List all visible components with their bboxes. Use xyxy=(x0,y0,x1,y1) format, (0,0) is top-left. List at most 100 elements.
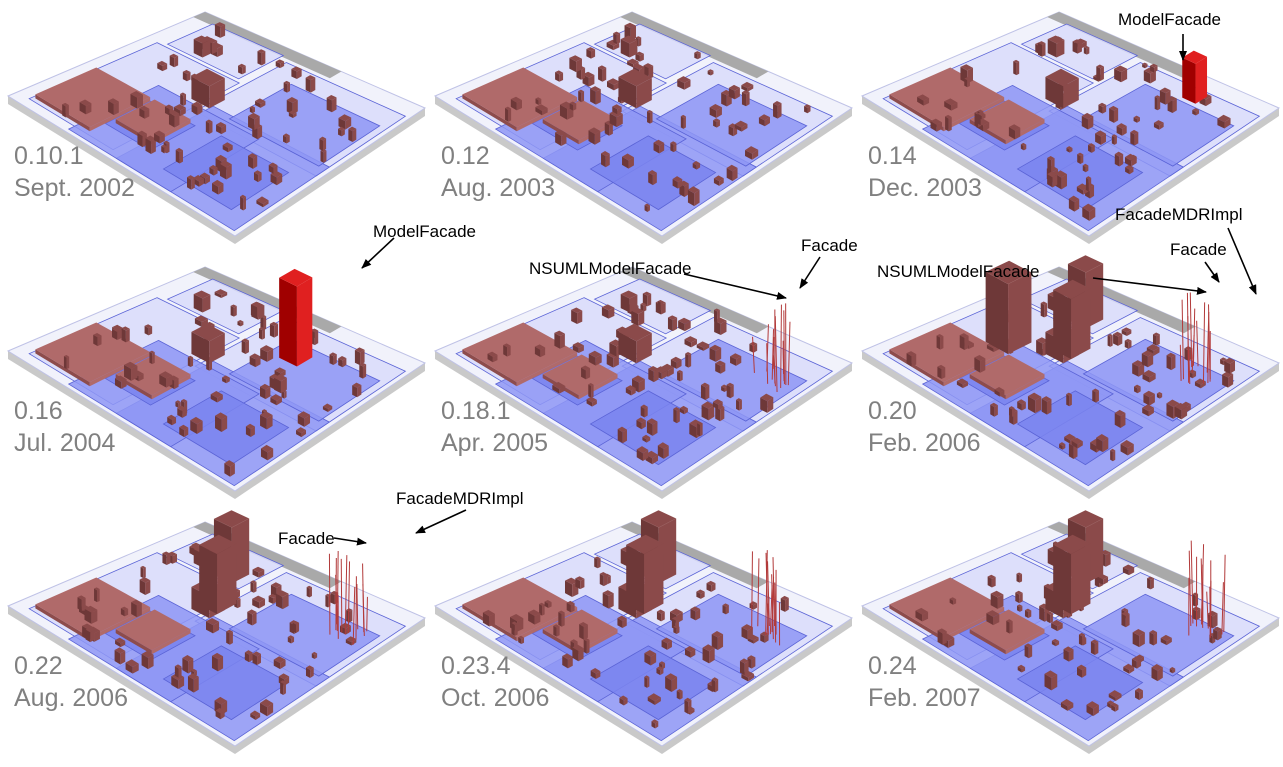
class-box-top xyxy=(346,608,353,612)
class-box-side xyxy=(187,357,191,367)
class-box-side2 xyxy=(638,379,645,393)
class-box-side2 xyxy=(764,117,770,127)
version-label: 0.12 xyxy=(441,142,490,170)
class-box-side xyxy=(260,448,268,461)
class-box-side xyxy=(1096,437,1103,453)
class-box-side2 xyxy=(121,379,127,389)
class-box-top xyxy=(1141,350,1154,357)
class-box-side2 xyxy=(807,105,811,114)
class-box-side2 xyxy=(323,150,327,163)
class-box-top xyxy=(93,333,102,338)
class-box-top xyxy=(210,390,223,398)
class-box-side2 xyxy=(1052,174,1058,188)
class-box-side xyxy=(252,569,259,578)
class-box-side xyxy=(617,429,623,444)
class-box-top xyxy=(760,631,769,637)
class-box-top xyxy=(959,333,969,338)
class-box-side xyxy=(665,676,672,692)
class-box-side xyxy=(63,356,67,370)
facade-spike xyxy=(352,586,356,645)
class-box-top xyxy=(250,301,263,308)
class-box-top xyxy=(1121,608,1129,612)
class-box-top xyxy=(544,599,552,604)
class-box-top xyxy=(1015,590,1023,595)
class-box-side2 xyxy=(716,107,722,119)
class-box-top xyxy=(1116,123,1127,129)
class-box-side xyxy=(182,71,187,82)
class-box-side2 xyxy=(164,146,167,154)
facade-spike xyxy=(347,561,351,634)
class-box-side xyxy=(1108,693,1116,702)
class-box-side xyxy=(112,329,118,341)
class-box-top xyxy=(734,120,748,128)
class-slab-a-side xyxy=(889,94,944,132)
class-box-side2 xyxy=(252,611,257,626)
class-box-side xyxy=(214,291,222,299)
class-box-top xyxy=(260,383,271,390)
class-box-side2 xyxy=(953,599,957,605)
class-box-side2 xyxy=(980,358,986,373)
class-box-top xyxy=(199,172,210,179)
class-box-side xyxy=(711,679,716,693)
class-box-side xyxy=(230,305,234,317)
class-box-side2 xyxy=(1217,628,1222,641)
class-box-side xyxy=(352,385,358,398)
gray-strip xyxy=(193,12,342,79)
class-box-side xyxy=(115,640,121,648)
class-box-side xyxy=(680,116,684,129)
facade-spike xyxy=(1196,320,1199,367)
class-box-side2 xyxy=(556,626,560,637)
class-box-side2 xyxy=(66,356,70,370)
class-tower-a-side2 xyxy=(209,332,225,364)
class-box-top xyxy=(1181,401,1191,407)
class-box-side xyxy=(268,165,274,174)
class-box-side2 xyxy=(680,371,683,382)
class-box-top xyxy=(640,302,647,306)
class-box-side xyxy=(224,463,231,477)
class-box-side2 xyxy=(257,653,261,666)
class-box-top xyxy=(1068,195,1080,203)
class-box-side xyxy=(305,77,311,93)
class-box-side xyxy=(622,156,629,169)
class-box-side2 xyxy=(286,135,290,144)
facade-spike xyxy=(787,321,791,386)
class-box-side xyxy=(1220,359,1224,366)
class-box-top xyxy=(569,55,582,62)
class-box-side2 xyxy=(652,421,658,436)
panel-2: 0.14 Dec. 2003 xyxy=(854,0,1282,256)
package-7 xyxy=(593,23,712,80)
date-label: Aug. 2006 xyxy=(14,684,128,712)
label-modelfacade-1: ModelFacade xyxy=(1118,10,1222,29)
class-box-top xyxy=(917,94,930,101)
class-box-side2 xyxy=(1035,396,1042,414)
class-box-top xyxy=(1114,151,1124,157)
class-box-side xyxy=(974,112,979,128)
class-box-top xyxy=(554,330,565,337)
class-box-side xyxy=(322,406,328,412)
class-box-side2 xyxy=(183,94,187,106)
class-box-top xyxy=(359,362,367,367)
class-box-side2 xyxy=(196,420,203,434)
class-box-side2 xyxy=(507,345,511,357)
class-box-side xyxy=(1051,640,1056,647)
class-box-side2 xyxy=(748,673,755,682)
class-box-side2 xyxy=(1016,61,1020,76)
class-box-side xyxy=(270,173,277,186)
class-tower-a-side xyxy=(191,76,210,109)
class-box-side xyxy=(1159,90,1166,105)
class-box-side xyxy=(986,613,994,626)
gray-strip xyxy=(620,12,769,79)
class-box-top xyxy=(694,51,701,55)
class-box-side xyxy=(1008,407,1013,417)
class-box-side2 xyxy=(287,82,291,93)
class-box-top xyxy=(647,109,653,113)
class-box-side xyxy=(1085,177,1089,192)
class-box-side2 xyxy=(1044,303,1048,318)
class-box-side2 xyxy=(190,357,194,367)
class-box-top xyxy=(305,75,316,81)
class-box-side xyxy=(1130,132,1135,146)
class-box-side2 xyxy=(345,117,352,130)
class-box-side2 xyxy=(1125,613,1130,628)
class-slab-a-side2 xyxy=(516,352,578,387)
class-box-side2 xyxy=(314,330,319,346)
